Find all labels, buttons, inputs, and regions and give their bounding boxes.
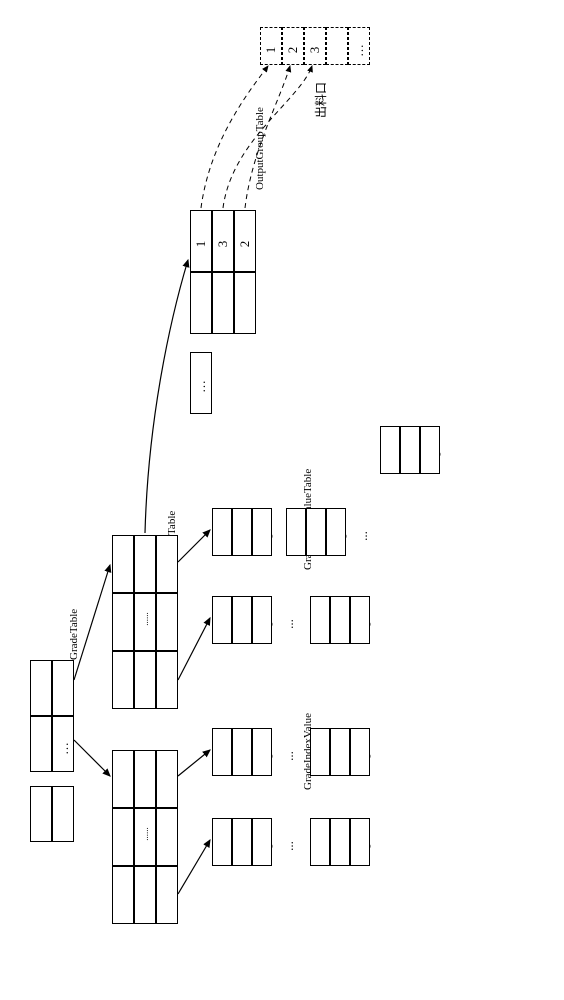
lt-b-r1c1 — [112, 750, 134, 808]
gt-dots: ... — [56, 739, 72, 757]
r2-c2 — [232, 596, 252, 644]
r3-dots: ... — [281, 747, 297, 765]
outputgroup-title: OutputGroupTable — [254, 107, 266, 190]
lt-b-r3c1 — [112, 866, 134, 924]
outlet-v2: 2 — [285, 45, 301, 55]
gt-r3c1 — [30, 786, 52, 842]
r4-c1 — [212, 818, 232, 866]
ogt-v3: 2 — [237, 239, 253, 249]
r3-c5 — [330, 728, 350, 776]
r4-c4 — [310, 818, 330, 866]
r3-c2 — [232, 728, 252, 776]
lt-b-r2c3 — [156, 808, 178, 866]
r4-c6 — [350, 818, 370, 866]
outlet-4 — [326, 27, 348, 65]
r1-c8 — [400, 426, 420, 474]
r2-dots: ... — [281, 615, 297, 633]
lt-a-r3c1 — [112, 651, 134, 709]
r1-c9 — [420, 426, 440, 474]
lt-b-r1c2 — [134, 750, 156, 808]
r1-c1 — [212, 508, 232, 556]
lt-a-r2c3 — [156, 593, 178, 651]
r2-c3 — [252, 596, 272, 644]
r3-c1 — [212, 728, 232, 776]
r1-c4 — [286, 508, 306, 556]
r1-c2 — [232, 508, 252, 556]
ogt-r2c2 — [212, 272, 234, 334]
gt-r2c1 — [30, 716, 52, 772]
r2-c1 — [212, 596, 232, 644]
gt-r1c2 — [52, 660, 74, 716]
outlet-v4: ... — [351, 41, 367, 59]
ogt-dots: ... — [193, 377, 209, 395]
r4-c5 — [330, 818, 350, 866]
outlet-v3: 3 — [307, 45, 323, 55]
gt-r1c1 — [30, 660, 52, 716]
lt-a-r1c1 — [112, 535, 134, 593]
outlet-v1: 1 — [263, 45, 279, 55]
ogt-r2c3 — [234, 272, 256, 334]
r3-c4 — [310, 728, 330, 776]
r4-c3 — [252, 818, 272, 866]
lt-b-r3c2 — [134, 866, 156, 924]
lt-a-r1c2 — [134, 535, 156, 593]
r2-c5 — [330, 596, 350, 644]
lt-a-r2c1 — [112, 593, 134, 651]
r4-c2 — [232, 818, 252, 866]
ogt-v2: 3 — [215, 239, 231, 249]
gradetable-title: GradeTable — [68, 609, 80, 660]
r1-c5 — [306, 508, 326, 556]
r1-c6 — [326, 508, 346, 556]
lt-a-dots: ...... — [140, 608, 150, 630]
r1-c7 — [380, 426, 400, 474]
lt-a-r3c3 — [156, 651, 178, 709]
r1-c3 — [252, 508, 272, 556]
r2-c4 — [310, 596, 330, 644]
lt-b-r2c1 — [112, 808, 134, 866]
outlet-title: 出料口 — [312, 82, 329, 118]
ogt-v1: 1 — [193, 239, 209, 249]
r3-c3 — [252, 728, 272, 776]
gt-r3c2 — [52, 786, 74, 842]
r1-dots: ... — [355, 527, 371, 545]
ogt-r2c1 — [190, 272, 212, 334]
lt-b-r3c3 — [156, 866, 178, 924]
lt-a-r1c3 — [156, 535, 178, 593]
lt-b-r1c3 — [156, 750, 178, 808]
lt-b-dots: ...... — [140, 823, 150, 845]
r2-c6 — [350, 596, 370, 644]
lt-a-r3c2 — [134, 651, 156, 709]
r3-c6 — [350, 728, 370, 776]
r4-dots: ... — [281, 837, 297, 855]
